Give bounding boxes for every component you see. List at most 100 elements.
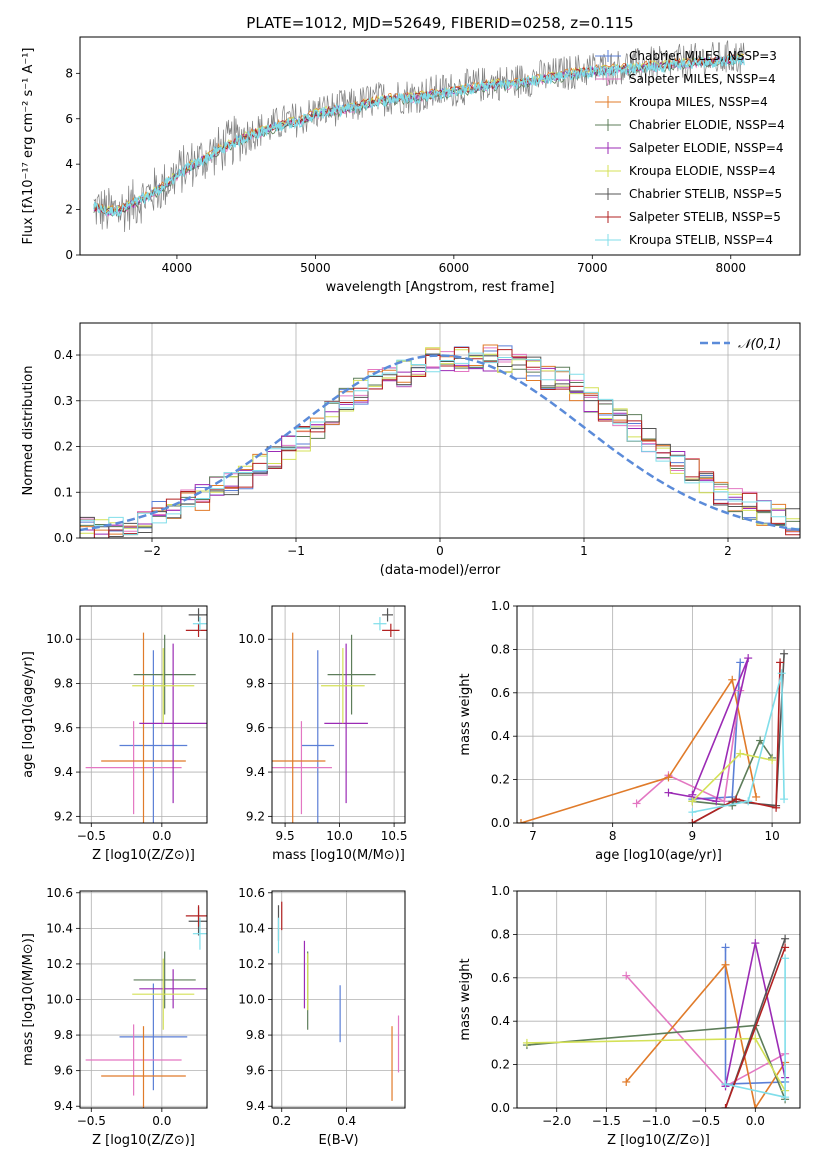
axes-frame	[79, 322, 801, 539]
y-axis-label: Flux [fλ10⁻¹⁷ erg cm⁻² s⁻¹ A⁻¹]	[21, 48, 36, 245]
y-tick-label: 0.6	[491, 686, 510, 700]
x-tick-label: −2	[143, 544, 161, 558]
y-tick-label: 4	[65, 157, 73, 171]
x-tick-label: 0.2	[272, 1114, 291, 1128]
x-tick-label: 10.5	[381, 829, 408, 843]
plot-area	[272, 608, 400, 823]
x-axis-label: wavelength [Angstrom, rest frame]	[326, 280, 555, 295]
y-tick-label: 0.0	[491, 816, 510, 830]
mass-weight-line	[724, 947, 786, 1108]
mass-weight-line	[692, 662, 781, 823]
x-tick-label: 0.4	[337, 1114, 356, 1128]
legend-label: Chabrier MILES, NSSP=3	[629, 49, 777, 63]
x-tick-label: 9	[689, 829, 697, 843]
y-tick-label: 9.4	[54, 1099, 73, 1113]
x-tick-label: 7000	[577, 261, 608, 275]
mass-weight-line	[520, 677, 757, 823]
axes-frame	[516, 605, 801, 824]
x-axis-label: age [log10(age/yr)]	[595, 848, 722, 863]
x-tick-label: 0.0	[152, 829, 171, 843]
y-tick-label: 0.0	[491, 1101, 510, 1115]
x-axis-label: E(B-V)	[318, 1133, 358, 1148]
y-tick-label: 0.1	[54, 485, 73, 499]
y-axis-label: Normed distribution	[21, 366, 36, 496]
y-axis-label: mass weight	[458, 673, 473, 755]
legend-label: Salpeter MILES, NSSP=4	[629, 72, 776, 86]
y-tick-label: 0.2	[491, 773, 510, 787]
y-tick-label: 2	[65, 203, 73, 217]
x-tick-label: −1	[287, 544, 305, 558]
x-tick-label: −0.5	[691, 1114, 720, 1128]
y-tick-label: 6	[65, 112, 73, 126]
axes-frame	[79, 36, 801, 256]
mass-weight-line	[636, 690, 741, 805]
y-tick-label: 0.8	[491, 642, 510, 656]
mass-weight-line	[625, 963, 786, 1108]
y-tick-label: 10.0	[238, 993, 265, 1007]
y-tick-label: 10.4	[46, 921, 73, 935]
y-tick-label: 10.4	[238, 921, 265, 935]
normal-curve	[80, 354, 800, 532]
y-tick-label: 9.2	[54, 809, 73, 823]
best-model-spectrum-line	[93, 54, 745, 218]
y-tick-label: 10.2	[46, 957, 73, 971]
axes-frame	[271, 890, 406, 1109]
x-axis-label: Z [log10(Z/Z⊙)]	[607, 1133, 710, 1148]
plot-area	[85, 905, 207, 1108]
y-tick-label: 9.6	[54, 721, 73, 735]
panel-mass-vs-Z: −0.5 0.0 9.4 9.6 9.8 10.0 10.2 10.4 10.6 Z [log10…	[21, 886, 208, 1148]
y-tick-label: 10.6	[238, 886, 265, 900]
mass-weight-line	[692, 738, 773, 807]
plot-area	[93, 40, 745, 233]
x-axis-label: Z [log10(Z/Z⊙)]	[92, 1133, 195, 1148]
x-tick-label: 0	[436, 544, 444, 558]
x-tick-label: −0.5	[77, 1114, 106, 1128]
x-tick-label: 10.0	[326, 829, 353, 843]
x-tick-label: 5000	[300, 261, 331, 275]
x-tick-label: 0.0	[746, 1114, 765, 1128]
axes-frame	[271, 605, 406, 824]
y-tick-label: 0.3	[54, 394, 73, 408]
y-tick-label: 9.4	[246, 1099, 265, 1113]
plot-area	[522, 934, 790, 1108]
x-tick-label: 8	[609, 829, 617, 843]
plot-area	[517, 649, 789, 823]
legend-label: Kroupa MILES, NSSP=4	[629, 95, 768, 109]
y-tick-label: 10.2	[238, 957, 265, 971]
panel-age-vs-Z: −0.5 0.0 9.2 9.4 9.6 9.8 10.0 Z [log10(Z/Z⊙)] ag…	[21, 605, 208, 863]
x-tick-label: 1	[580, 544, 588, 558]
axes-frame	[516, 890, 801, 1109]
y-tick-label: 10.0	[46, 632, 73, 646]
panel-residuals: −2 −1 0 1 2 0.0 0.1 0.2 0.3 0.4 (data-model)/error…	[21, 322, 801, 578]
legend-label: 𝒩(0,1)	[738, 337, 781, 352]
y-tick-label: 8	[65, 66, 73, 80]
y-tick-label: 0.0	[54, 531, 73, 545]
y-tick-label: 0.4	[491, 729, 510, 743]
y-tick-label: 9.4	[246, 765, 265, 779]
y-tick-label: 0.8	[491, 927, 510, 941]
y-tick-label: 9.4	[54, 765, 73, 779]
x-tick-label: 4000	[162, 261, 193, 275]
y-tick-label: 9.8	[54, 677, 73, 691]
legend-label: Chabrier ELODIE, NSSP=4	[629, 118, 785, 132]
y-tick-label: 9.8	[246, 1028, 265, 1042]
legend-label: Chabrier STELIB, NSSP=5	[629, 187, 782, 201]
y-tick-label: 0.6	[491, 971, 510, 985]
axes-frame	[79, 605, 208, 824]
x-tick-label: 7	[529, 829, 537, 843]
x-tick-label: −0.5	[77, 829, 106, 843]
chart-title: PLATE=1012, MJD=52649, FIBERID=0258, z=0…	[246, 14, 633, 32]
x-tick-label: −1.5	[592, 1114, 621, 1128]
x-tick-label: −1.0	[641, 1114, 670, 1128]
panel-mass-vs-ebv: 0.2 0.4 9.4 9.6 9.8 10.0 10.2 10.4 10.6 E(B-V)	[238, 886, 406, 1148]
plot-area	[277, 901, 400, 1101]
y-tick-label: 0	[65, 248, 73, 262]
histogram-step	[80, 352, 800, 538]
legend-label: Kroupa ELODIE, NSSP=4	[629, 164, 776, 178]
panel-mass-weight-vs-age: 7 8 9 10 0.0 0.2 0.4 0.6 0.8 1.0 age [log10(age/yr…	[458, 599, 801, 863]
legend-label: Kroupa STELIB, NSSP=4	[629, 233, 773, 247]
y-tick-label: 10.0	[46, 993, 73, 1007]
y-tick-label: 9.8	[246, 677, 265, 691]
x-tick-label: 2	[724, 544, 732, 558]
